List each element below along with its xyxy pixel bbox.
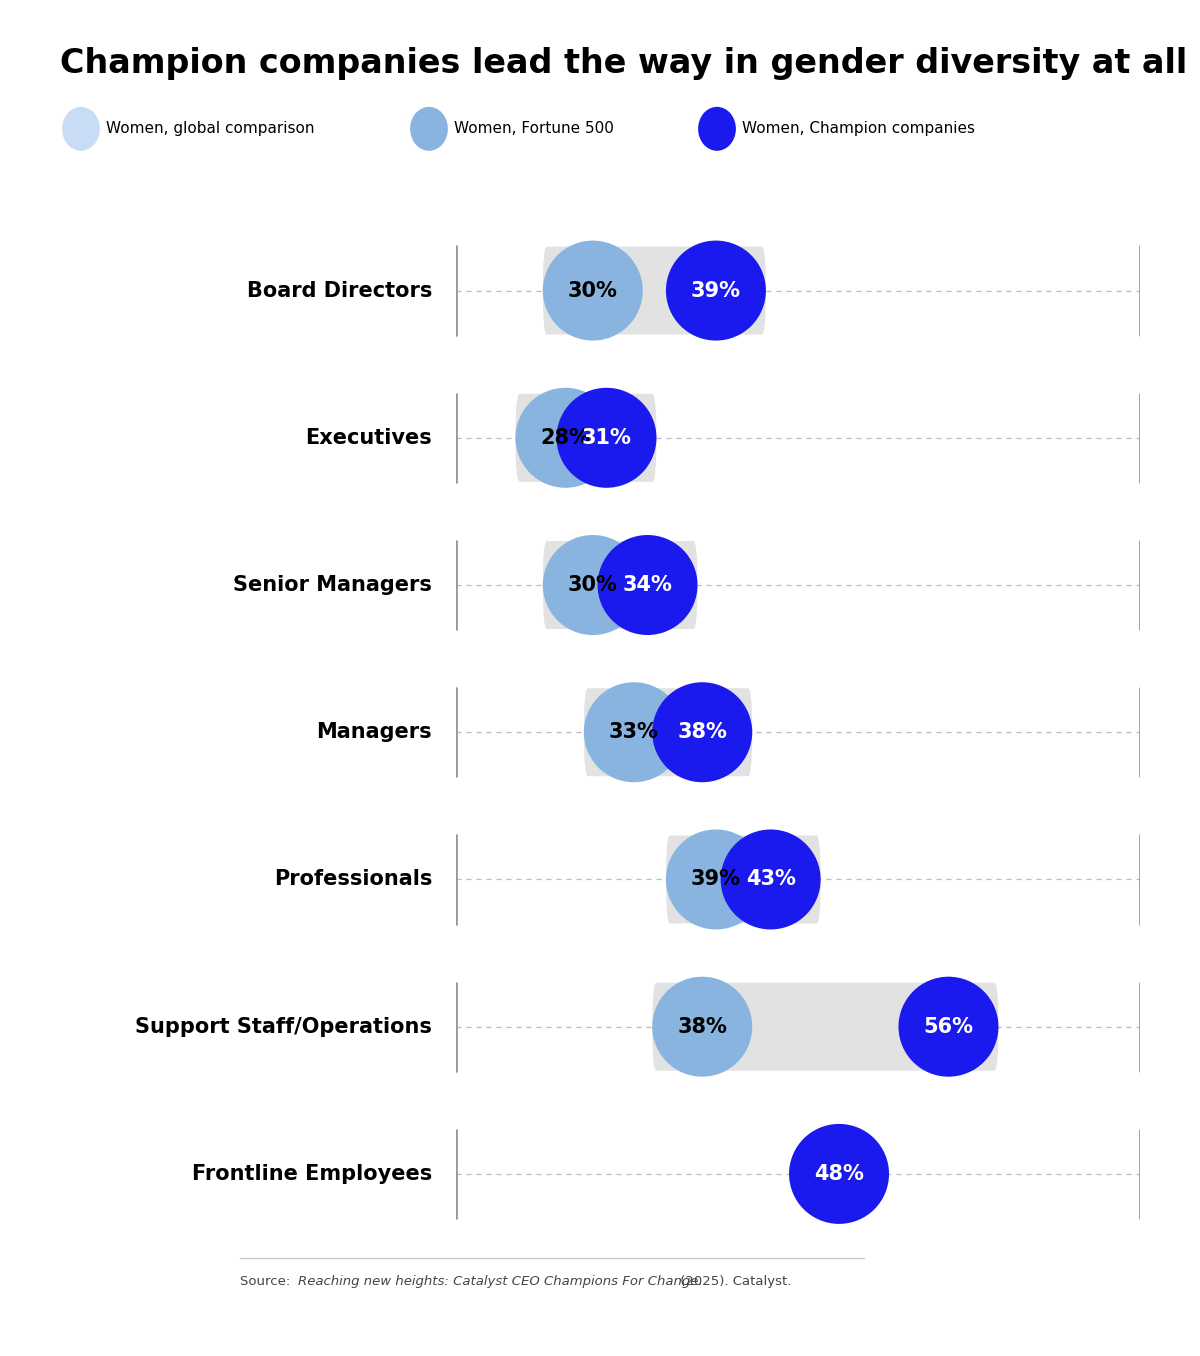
Text: 31%: 31%: [582, 427, 631, 447]
Text: 39%: 39%: [691, 281, 740, 301]
Text: 38%: 38%: [677, 1017, 727, 1037]
Ellipse shape: [666, 240, 766, 340]
FancyBboxPatch shape: [516, 393, 656, 481]
FancyBboxPatch shape: [542, 247, 766, 335]
Ellipse shape: [790, 1124, 889, 1224]
Text: Women, global comparison: Women, global comparison: [106, 121, 314, 137]
Text: 30%: 30%: [568, 575, 618, 595]
Text: Reaching new heights: Catalyst CEO Champions For Change.: Reaching new heights: Catalyst CEO Champ…: [298, 1275, 702, 1288]
Ellipse shape: [542, 536, 643, 635]
Ellipse shape: [516, 388, 616, 488]
Text: Support Staff/Operations: Support Staff/Operations: [136, 1017, 432, 1037]
Text: Source:: Source:: [240, 1275, 294, 1288]
Ellipse shape: [721, 830, 821, 929]
Ellipse shape: [557, 388, 656, 488]
Text: Managers: Managers: [317, 723, 432, 742]
Ellipse shape: [698, 107, 736, 151]
Ellipse shape: [410, 107, 448, 151]
Text: 48%: 48%: [814, 1163, 864, 1184]
Text: 56%: 56%: [924, 1017, 973, 1037]
Text: Frontline Employees: Frontline Employees: [192, 1163, 432, 1184]
Text: 34%: 34%: [623, 575, 672, 595]
Text: 38%: 38%: [677, 723, 727, 742]
Ellipse shape: [542, 240, 643, 340]
Ellipse shape: [653, 682, 752, 782]
FancyBboxPatch shape: [653, 983, 998, 1071]
Text: (2025). Catalyst.: (2025). Catalyst.: [676, 1275, 791, 1288]
Text: 43%: 43%: [745, 869, 796, 890]
Text: Senior Managers: Senior Managers: [233, 575, 432, 595]
FancyBboxPatch shape: [584, 689, 752, 776]
FancyBboxPatch shape: [542, 541, 697, 629]
Text: 33%: 33%: [608, 723, 659, 742]
Text: 30%: 30%: [568, 281, 618, 301]
Ellipse shape: [666, 830, 766, 929]
Text: Executives: Executives: [305, 427, 432, 447]
FancyBboxPatch shape: [666, 835, 821, 923]
Text: Board Directors: Board Directors: [247, 281, 432, 301]
Ellipse shape: [899, 976, 998, 1077]
Ellipse shape: [598, 536, 697, 635]
Ellipse shape: [584, 682, 684, 782]
Text: Champion companies lead the way in gender diversity at all levels: Champion companies lead the way in gende…: [60, 47, 1200, 80]
Text: 39%: 39%: [691, 869, 740, 890]
Text: Professionals: Professionals: [274, 869, 432, 890]
Ellipse shape: [62, 107, 100, 151]
Text: 28%: 28%: [540, 427, 590, 447]
Text: Women, Fortune 500: Women, Fortune 500: [454, 121, 613, 137]
Ellipse shape: [653, 976, 752, 1077]
Text: Women, Champion companies: Women, Champion companies: [742, 121, 974, 137]
